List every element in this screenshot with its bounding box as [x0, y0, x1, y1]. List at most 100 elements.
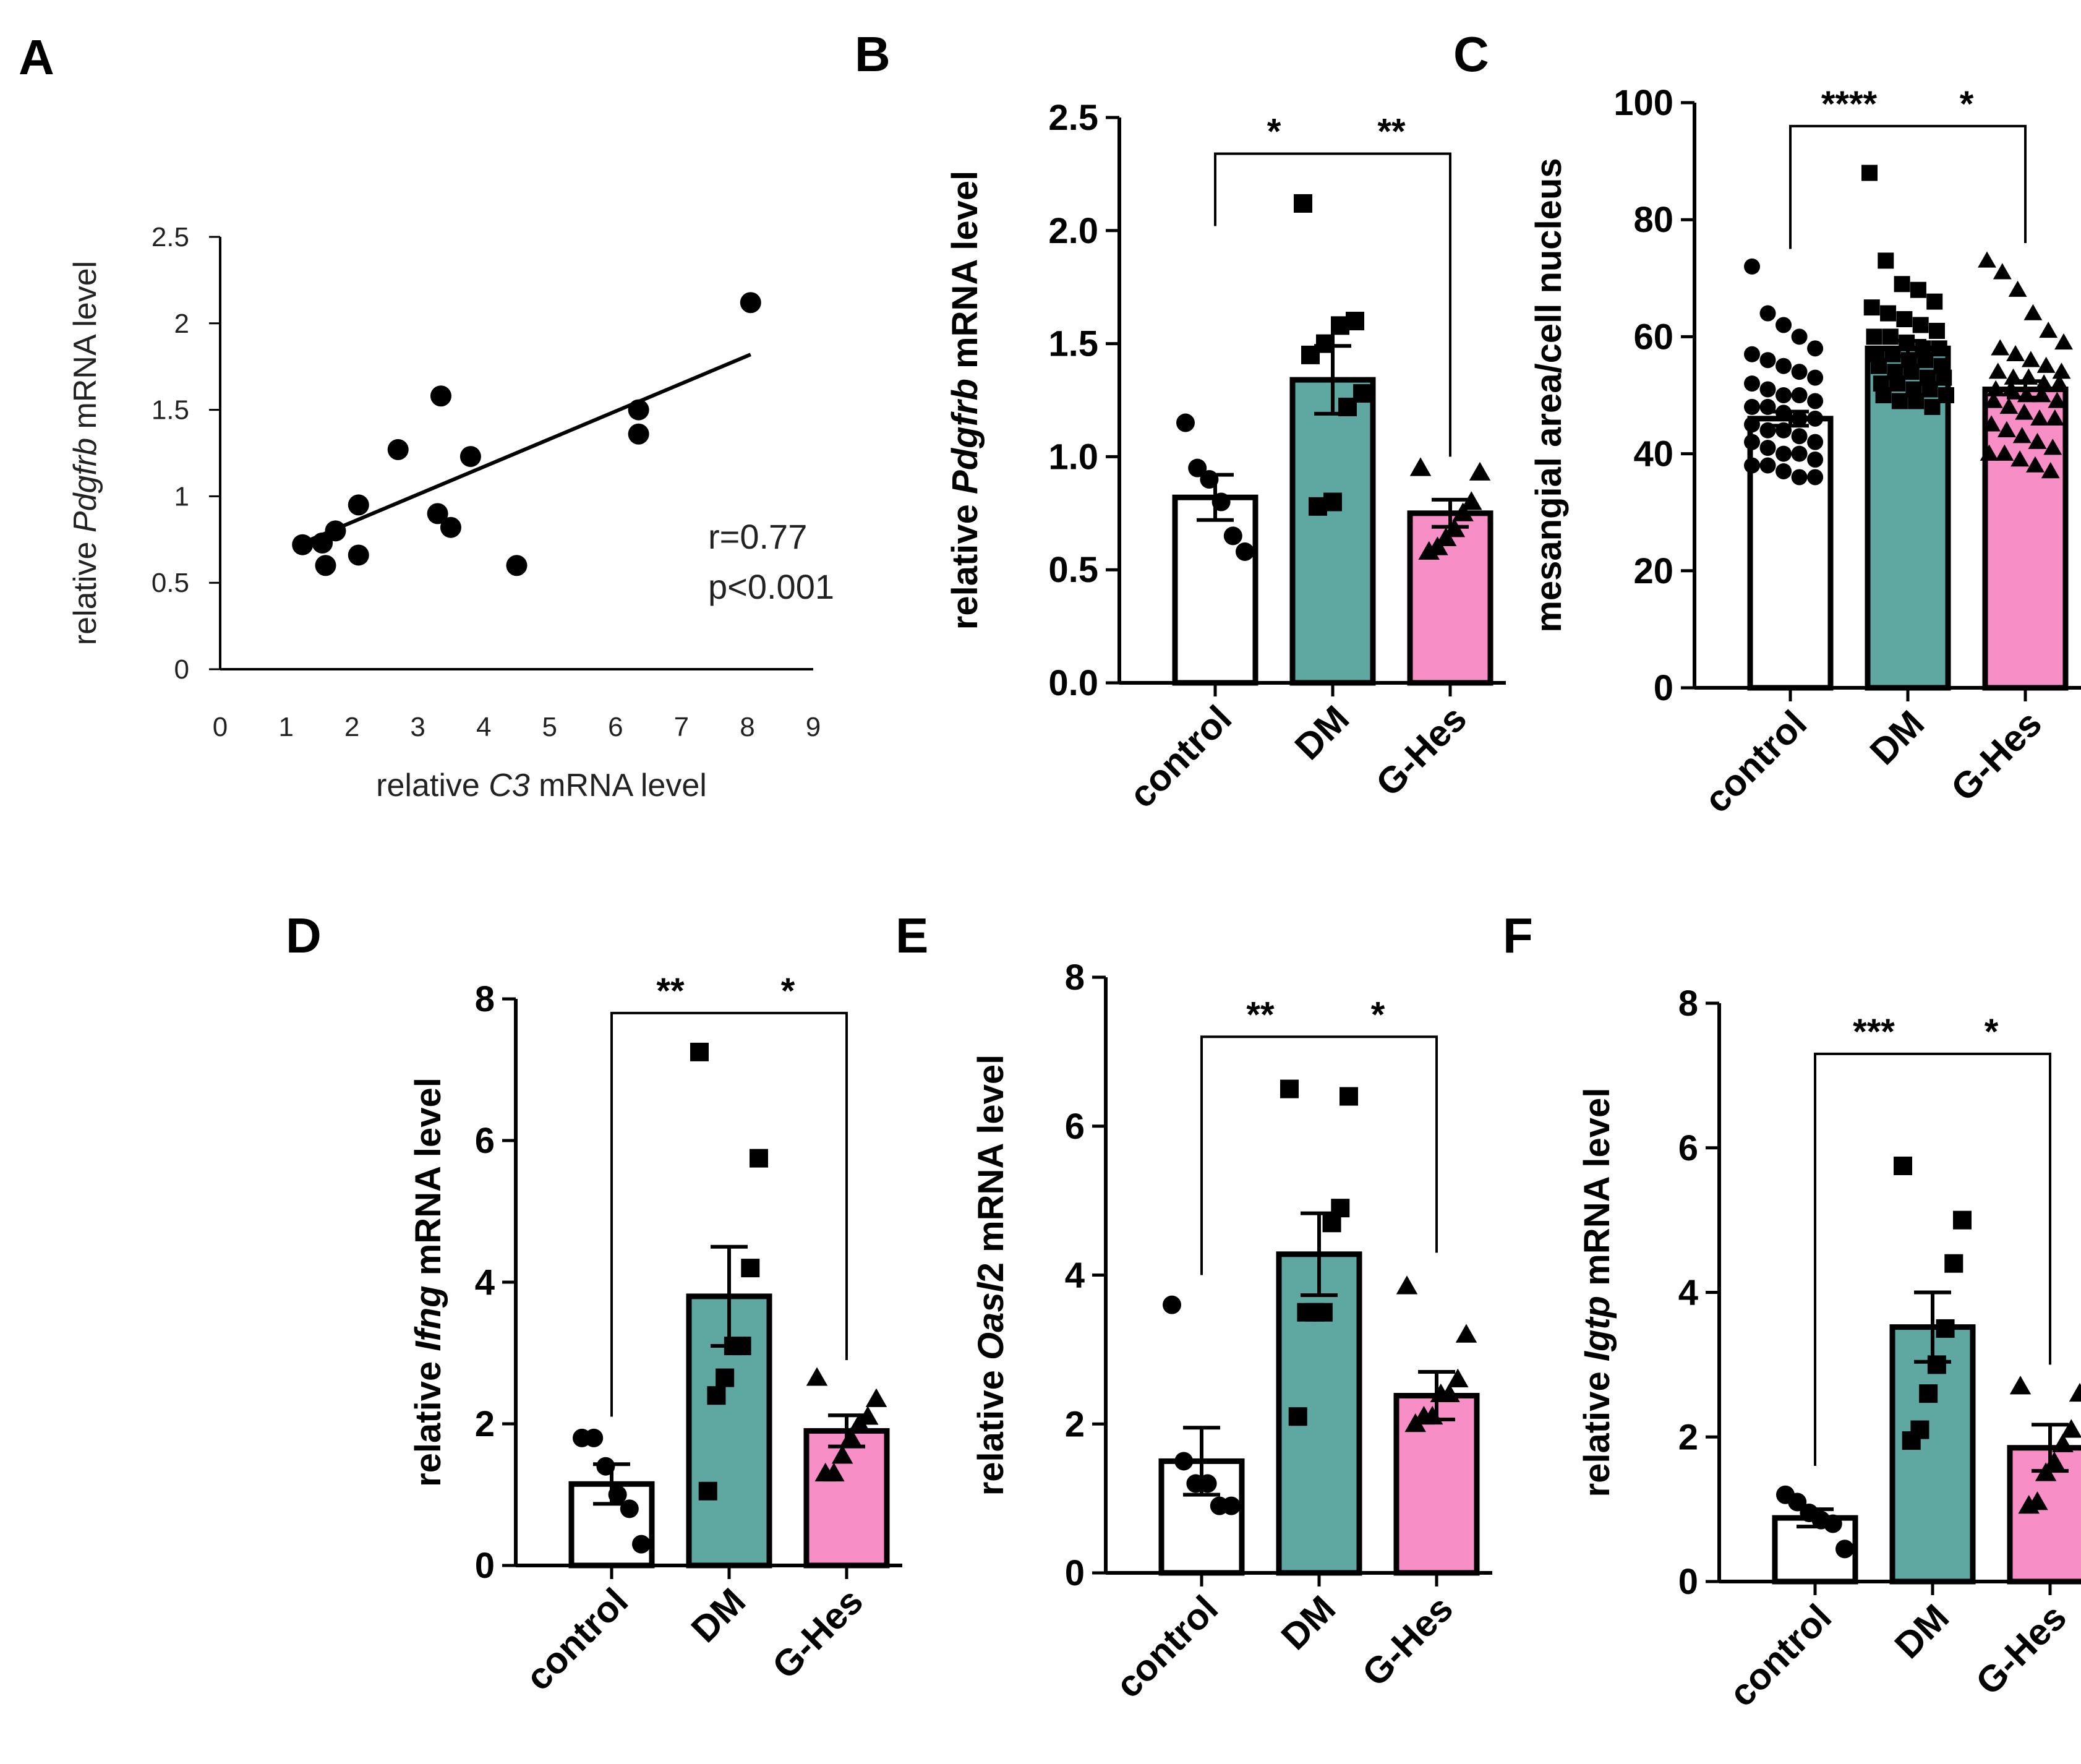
data-point-control — [1759, 422, 1776, 439]
data-point-g-hes — [1993, 263, 2012, 280]
data-point-dm — [1861, 165, 1878, 181]
data-point-dm — [1902, 1431, 1921, 1450]
x-category-label: control — [518, 1580, 636, 1698]
scatter-point — [740, 292, 761, 314]
panel-label: D — [286, 908, 322, 963]
x-category-label: G-Hes — [1354, 1588, 1461, 1694]
x-category-label: DM — [1287, 698, 1357, 768]
y-axis-label-part: relative — [67, 533, 103, 645]
significance-label: * — [1985, 1012, 1999, 1052]
data-point-control — [1198, 1474, 1217, 1493]
data-point-g-hes — [2012, 427, 2032, 443]
x-category-label: DM — [683, 1580, 753, 1650]
data-point-g-hes — [2061, 1419, 2081, 1438]
significance-label: * — [1267, 111, 1281, 152]
data-point-dm — [716, 1368, 735, 1387]
x-tick-label: 2 — [344, 712, 359, 742]
scatter-point — [628, 423, 649, 445]
y-axis-label-part: Pdgfrb — [945, 379, 985, 494]
data-point-g-hes — [2035, 374, 2054, 391]
data-point-control — [608, 1485, 627, 1504]
data-point-g-hes — [2036, 356, 2056, 373]
scatter-point — [430, 385, 451, 407]
data-point-control — [1775, 387, 1792, 403]
y-axis-label-part: relative — [971, 1360, 1011, 1496]
x-tick-label: 9 — [806, 712, 821, 742]
y-axis-label-part: Pdgfrb — [67, 438, 103, 533]
scatter-point — [506, 555, 528, 576]
y-tick-label: 6 — [1065, 1107, 1085, 1147]
data-point-g-hes — [1396, 1275, 1418, 1295]
significance-label: * — [1371, 995, 1385, 1035]
data-point-control — [584, 1428, 604, 1447]
y-tick-label: 4 — [1678, 1273, 1698, 1313]
y-axis-label-part: mRNA level — [67, 261, 103, 438]
x-category-label: DM — [1862, 703, 1932, 773]
y-tick-label: 0 — [475, 1546, 495, 1586]
data-point-control — [1807, 452, 1824, 468]
data-point-g-hes — [1452, 502, 1474, 521]
scatter-point — [427, 503, 448, 524]
data-point-dm — [1953, 1210, 1972, 1230]
data-point-control — [1744, 375, 1760, 392]
data-point-control — [1759, 381, 1776, 398]
data-point-control — [1176, 413, 1195, 432]
data-point-control — [1775, 463, 1792, 479]
data-point-g-hes — [2043, 439, 2062, 455]
y-tick-label: 1.0 — [1048, 437, 1098, 477]
data-point-control — [1807, 410, 1824, 427]
data-point-control — [1759, 352, 1776, 369]
data-point-g-hes — [2049, 374, 2069, 391]
data-point-control — [1744, 416, 1760, 433]
y-axis-label-part: mRNA level — [945, 171, 985, 379]
data-point-control — [1744, 346, 1760, 362]
y-axis-label-part: Igtp — [1577, 1296, 1617, 1361]
data-point-control — [1791, 428, 1808, 445]
data-point-g-hes — [1995, 444, 2014, 461]
data-point-dm — [1340, 1087, 1358, 1106]
y-tick-label: 1.5 — [152, 395, 189, 426]
data-point-control — [1759, 457, 1776, 474]
y-axis-label: mesangial area/cell nucleus — [1529, 158, 1569, 632]
y-axis-label-part: relative — [408, 1351, 448, 1487]
panel-a-scatter: A 0 0.5 1 1.5 2 2.5 0 1 2 3 4 5 6 7 8 9 r=0.77 p<0.001 rela… — [19, 30, 834, 803]
significance-bracket — [1814, 1052, 1933, 1466]
y-tick-label: 4 — [475, 1262, 495, 1303]
data-point-control — [1807, 434, 1824, 450]
data-point-g-hes — [814, 1462, 836, 1482]
x-tick-label: 1 — [278, 712, 293, 742]
x-tick-label: 3 — [410, 712, 425, 742]
data-point-dm — [724, 1337, 743, 1356]
x-axis-label: relative C3 mRNA level — [376, 768, 707, 803]
significance-label: ** — [1377, 111, 1406, 152]
significance-label: *** — [1853, 1012, 1895, 1052]
y-axis-label-part: 2 mRNA level — [971, 1055, 1011, 1283]
data-point-g-hes — [1982, 415, 2001, 432]
r-value: r=0.77 — [708, 517, 807, 556]
panel-label: F — [1503, 908, 1533, 963]
x-category-label: control — [1721, 1596, 1839, 1715]
y-axis-label: relative Pdgfrb mRNA level — [67, 261, 103, 645]
data-point-control — [1807, 340, 1824, 357]
data-point-g-hes — [2004, 368, 2023, 385]
data-point-g-hes — [2021, 351, 2040, 367]
data-point-g-hes — [2052, 362, 2071, 379]
data-point-dm — [1936, 369, 1952, 386]
y-tick-label: 1 — [174, 481, 189, 512]
data-point-g-hes — [1435, 527, 1457, 546]
data-point-g-hes — [848, 1413, 870, 1432]
data-point-dm — [1921, 381, 1938, 398]
panel-label: E — [895, 908, 928, 963]
panel-label: C — [1453, 27, 1489, 82]
significance-bracket — [1333, 152, 1451, 457]
scatter-point — [325, 520, 346, 542]
data-point-dm — [1910, 281, 1926, 298]
data-point-control — [1791, 387, 1808, 403]
data-point-control — [632, 1535, 651, 1554]
data-point-g-hes — [1986, 380, 2006, 396]
data-point-dm — [1908, 393, 1925, 409]
